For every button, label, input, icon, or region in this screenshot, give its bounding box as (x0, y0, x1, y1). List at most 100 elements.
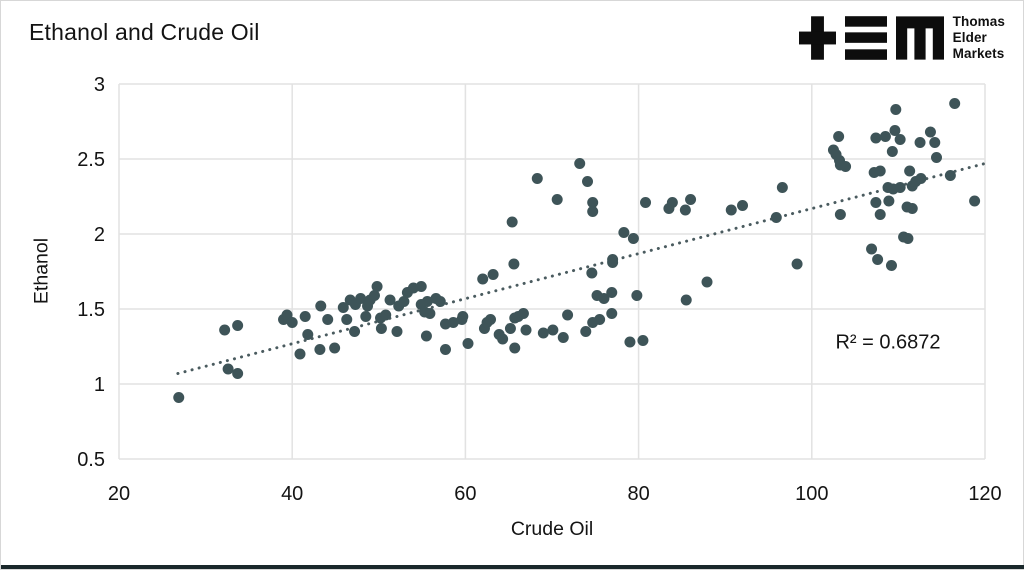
data-point (587, 197, 599, 208)
brand-line: Markets (952, 45, 1005, 61)
x-tick-label: 40 (281, 483, 303, 505)
data-point (627, 233, 639, 244)
data-point (219, 324, 231, 336)
data-point (969, 195, 981, 207)
data-point (457, 311, 469, 322)
data-point (902, 233, 914, 244)
data-point (360, 311, 372, 322)
data-point (232, 368, 244, 379)
r-squared-label: R² = 0.6872 (835, 331, 941, 354)
data-point (594, 314, 606, 325)
data-point (222, 363, 234, 375)
data-point (894, 182, 906, 193)
data-point (598, 293, 610, 304)
data-point (497, 333, 509, 345)
y-tick-label: 3 (94, 74, 105, 96)
data-point (607, 257, 619, 268)
data-point (294, 348, 306, 360)
data-point (685, 194, 697, 205)
x-tick-label: 60 (454, 483, 476, 505)
x-tick-label: 120 (968, 483, 1001, 505)
data-point (415, 281, 427, 292)
data-point (701, 276, 713, 288)
data-point (173, 392, 185, 403)
plus-icon (798, 16, 836, 60)
data-point (341, 314, 353, 325)
y-tick-label: 0.5 (77, 449, 105, 471)
data-point (551, 194, 563, 205)
data-point (421, 296, 433, 307)
data-point (462, 338, 474, 349)
data-point (504, 323, 516, 334)
brand-logo: Thomas Elder Markets (798, 14, 1005, 62)
data-point (737, 200, 749, 211)
chart-title: Ethanol and Crude Oil (29, 19, 260, 45)
data-point (640, 197, 652, 208)
data-point (906, 203, 918, 214)
data-point (914, 137, 926, 148)
data-point (557, 332, 569, 343)
data-point (870, 132, 882, 144)
data-point (371, 281, 383, 292)
data-point (517, 308, 529, 319)
data-point (349, 326, 361, 337)
data-point (915, 173, 927, 184)
data-point (447, 317, 459, 328)
data-point (315, 300, 327, 312)
data-point (587, 206, 599, 217)
data-point (889, 125, 901, 136)
data-point (886, 146, 898, 157)
data-point (398, 296, 410, 307)
data-point (434, 296, 446, 307)
data-point (618, 227, 630, 238)
data-point (562, 309, 574, 321)
data-point (329, 342, 341, 354)
data-point (485, 314, 497, 325)
data-point (537, 327, 549, 339)
y-tick-label: 1.5 (77, 299, 105, 321)
data-point (791, 258, 803, 270)
trendline (176, 162, 987, 375)
data-point (631, 290, 643, 301)
data-point (506, 216, 518, 228)
data-point (929, 137, 941, 148)
x-tick-label: 100 (795, 483, 828, 505)
data-point (299, 311, 311, 322)
data-point (866, 243, 878, 255)
data-point (894, 134, 906, 145)
y-tick-label: 2 (94, 224, 105, 246)
data-point (637, 335, 649, 346)
data-point (680, 294, 692, 306)
data-point (508, 258, 520, 270)
data-point (606, 287, 618, 298)
y-tick-label: 2.5 (77, 149, 105, 171)
data-point (666, 197, 678, 208)
data-point (874, 165, 886, 177)
data-point (776, 182, 788, 193)
data-point (477, 273, 489, 285)
data-point (520, 324, 532, 336)
brand-line: Elder (952, 29, 987, 45)
data-point (337, 302, 349, 313)
data-point (931, 152, 943, 163)
x-axis-title: Crude Oil (510, 518, 594, 540)
m-icon (895, 16, 944, 60)
brand-name: Thomas Elder Markets (953, 14, 1005, 62)
data-point (885, 260, 897, 271)
data-point (384, 294, 396, 306)
data-point (624, 336, 636, 348)
data-point (420, 330, 432, 342)
data-point (391, 326, 403, 337)
data-point (890, 104, 902, 115)
data-point (874, 209, 886, 220)
y-tick-label: 1 (94, 374, 105, 396)
data-point (770, 212, 782, 223)
data-point (547, 324, 559, 336)
data-point (232, 320, 244, 331)
data-point (424, 308, 436, 319)
bars-icon (844, 16, 887, 60)
data-point (487, 269, 499, 280)
bottom-accent-bar (1, 565, 1024, 569)
